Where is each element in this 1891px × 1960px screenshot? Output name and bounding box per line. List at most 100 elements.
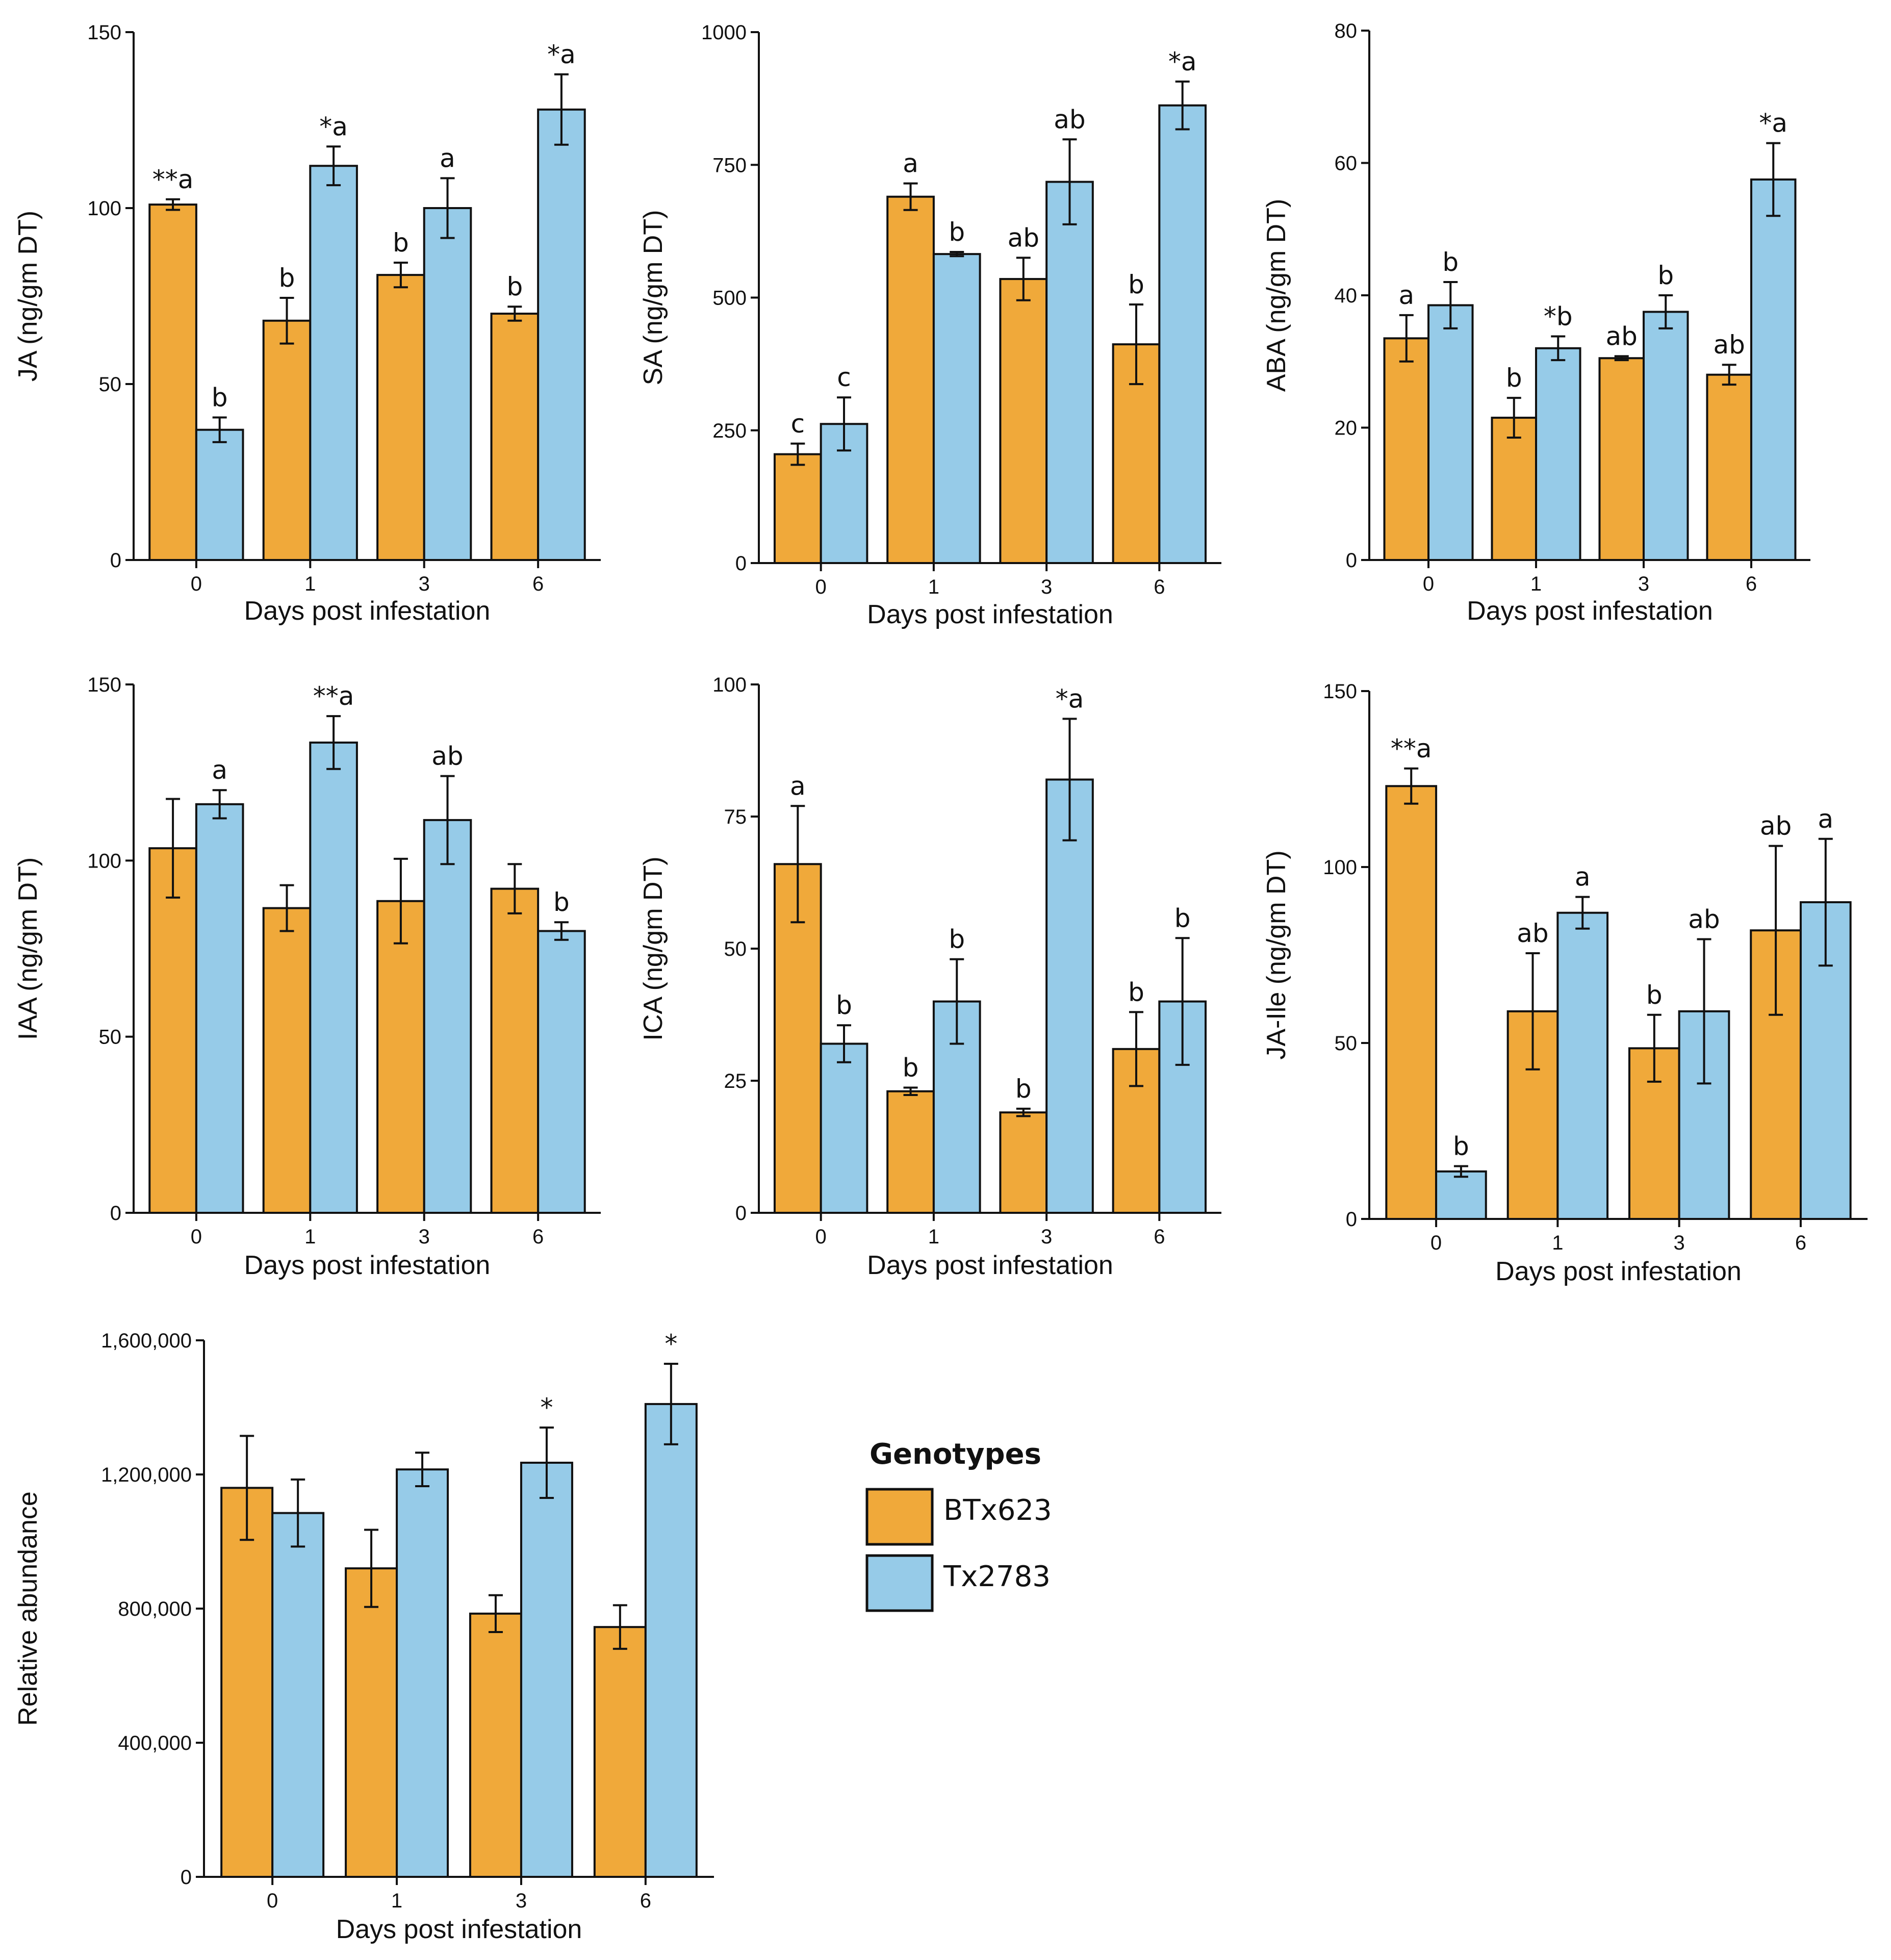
x-tick-label: 6 bbox=[640, 1890, 651, 1912]
bar-btx623-day-3 bbox=[999, 1111, 1048, 1214]
x-axis-title: Days post infestation bbox=[1495, 1257, 1742, 1286]
panel-ja: 0 50 100 150 0 **a b 1 b *a 3 b a 6 b *a Days post infes… bbox=[13, 21, 601, 626]
significance-label: b bbox=[393, 228, 409, 258]
significance-label: ab bbox=[1606, 321, 1638, 351]
bar-btx623-day-0 bbox=[148, 203, 197, 562]
y-axis-title: Relative abundance bbox=[13, 1491, 43, 1726]
significance-label: b bbox=[949, 217, 965, 247]
x-tick-label: 3 bbox=[1041, 1226, 1052, 1248]
x-axis-title: Days post infestation bbox=[867, 1251, 1113, 1280]
significance-label: ab bbox=[431, 742, 463, 771]
bar-tx2783-day-3 bbox=[1045, 778, 1094, 1214]
x-axis-title: Days post infestation bbox=[1467, 596, 1713, 626]
bar-btx623-day-3 bbox=[376, 274, 425, 561]
significance-label: a bbox=[1398, 281, 1414, 310]
bar-btx623-day-6 bbox=[490, 313, 540, 561]
y-tick-label: 100 bbox=[1323, 856, 1357, 879]
y-tick-label: 100 bbox=[712, 674, 747, 696]
bar-tx2783-day-1 bbox=[396, 1468, 449, 1878]
x-tick-label: 0 bbox=[815, 576, 827, 598]
x-tick-label: 3 bbox=[516, 1890, 527, 1912]
x-axis-title: Days post infestation bbox=[336, 1915, 582, 1944]
significance-label: b bbox=[1174, 903, 1191, 933]
significance-label: b bbox=[1442, 247, 1459, 277]
y-tick-label: 250 bbox=[712, 420, 747, 442]
significance-label: b bbox=[1657, 261, 1674, 290]
bar-btx623-day-3 bbox=[1628, 1047, 1680, 1220]
x-tick-label: 0 bbox=[815, 1226, 827, 1248]
y-tick-label: 150 bbox=[87, 674, 121, 696]
x-tick-label: 6 bbox=[1154, 576, 1165, 598]
bar-btx623-day-1 bbox=[262, 319, 312, 561]
x-tick-label: 3 bbox=[419, 1226, 430, 1248]
y-axis-title: IAA (ng/gm DT) bbox=[13, 857, 43, 1040]
bar-tx2783-day-1 bbox=[309, 165, 358, 561]
significance-label: b bbox=[553, 887, 570, 917]
x-axis-title: Days post infestation bbox=[244, 1251, 491, 1280]
significance-label: b bbox=[1128, 270, 1144, 299]
y-tick-label: 0 bbox=[110, 549, 121, 572]
y-tick-label: 150 bbox=[87, 21, 121, 44]
significance-label: c bbox=[837, 363, 851, 392]
panel-relative-abundance: 0 400,000 800,000 1,200,000 1,600,000 0 1 3 * 6 * D… bbox=[13, 1329, 714, 1944]
significance-label: *a bbox=[1056, 684, 1084, 714]
bar-tx2783-day-3 bbox=[423, 207, 472, 561]
y-tick-label: 1,200,000 bbox=[101, 1464, 192, 1486]
significance-label: *a bbox=[1168, 47, 1197, 77]
legend: Genotypes BTx623 Tx2783 bbox=[865, 1438, 1052, 1612]
bar-tx2783-day-0 bbox=[271, 1512, 325, 1878]
bar-btx623-day-3 bbox=[999, 278, 1048, 564]
bar-tx2783-day-3 bbox=[423, 819, 472, 1214]
significance-label: b bbox=[506, 272, 523, 301]
significance-label: *a bbox=[547, 40, 576, 69]
significance-label: *a bbox=[1759, 109, 1787, 138]
legend-title: Genotypes bbox=[870, 1438, 1041, 1471]
significance-label: ab bbox=[1008, 223, 1039, 252]
bar-btx623-day-1 bbox=[886, 195, 935, 564]
bar-tx2783-day-6 bbox=[644, 1403, 698, 1878]
significance-label: a bbox=[790, 771, 806, 801]
bar-btx623-day-1 bbox=[345, 1567, 398, 1878]
bar-tx2783-day-1 bbox=[309, 741, 358, 1214]
y-tick-label: 0 bbox=[735, 552, 747, 575]
y-axis-title: SA (ng/gm DT) bbox=[638, 210, 668, 386]
legend-swatch-btx623 bbox=[865, 1488, 934, 1546]
bar-tx2783-day-0 bbox=[195, 803, 244, 1214]
bar-btx623-day-6 bbox=[1706, 373, 1752, 561]
significance-label: *b bbox=[1544, 301, 1573, 331]
bar-tx2783-day-1 bbox=[1556, 911, 1609, 1220]
significance-label: ab bbox=[1688, 904, 1720, 934]
x-tick-label: 0 bbox=[1423, 573, 1434, 595]
bar-tx2783-day-6 bbox=[1750, 178, 1797, 561]
panel-iaa: 0 50 100 150 0 a 1 **a 3 ab 6 b Days post infestatio… bbox=[13, 674, 601, 1280]
bar-btx623-day-0 bbox=[1385, 785, 1438, 1220]
bar-btx623-day-1 bbox=[886, 1090, 935, 1214]
y-tick-label: 100 bbox=[87, 197, 121, 220]
y-tick-label: 750 bbox=[712, 154, 747, 176]
bar-tx2783-day-0 bbox=[1435, 1170, 1487, 1220]
bar-btx623-day-0 bbox=[220, 1487, 274, 1878]
significance-label: * bbox=[540, 1393, 553, 1422]
bar-tx2783-day-3 bbox=[520, 1461, 573, 1878]
y-tick-label: 0 bbox=[110, 1202, 121, 1225]
y-tick-label: 1,600,000 bbox=[101, 1330, 192, 1352]
significance-label: a bbox=[1818, 804, 1833, 834]
y-axis-title: ICA (ng/gm DT) bbox=[638, 856, 668, 1040]
significance-label: b bbox=[1015, 1074, 1032, 1104]
legend-label-btx623: BTx623 bbox=[943, 1494, 1052, 1527]
significance-label: b bbox=[212, 383, 228, 413]
y-tick-label: 0 bbox=[181, 1866, 192, 1889]
bar-btx623-day-3 bbox=[376, 900, 425, 1214]
significance-label: a bbox=[440, 143, 455, 173]
x-tick-label: 1 bbox=[304, 1226, 316, 1248]
x-tick-label: 3 bbox=[1638, 573, 1649, 595]
significance-label: * bbox=[665, 1329, 677, 1359]
significance-label: ab bbox=[1760, 811, 1792, 841]
y-tick-label: 0 bbox=[1346, 549, 1357, 572]
x-tick-label: 3 bbox=[1041, 576, 1052, 598]
significance-label: ab bbox=[1714, 330, 1745, 360]
x-tick-label: 1 bbox=[1530, 573, 1542, 595]
